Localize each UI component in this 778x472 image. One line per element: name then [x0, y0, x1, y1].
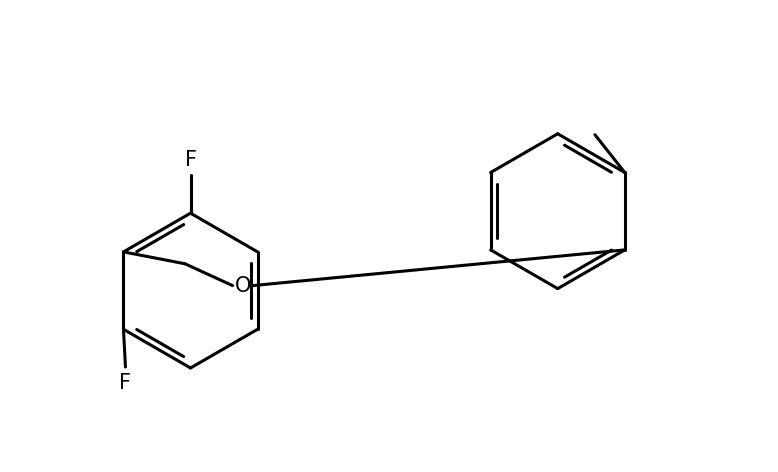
- Text: F: F: [184, 150, 197, 169]
- Text: O: O: [234, 276, 251, 295]
- Text: F: F: [120, 373, 131, 393]
